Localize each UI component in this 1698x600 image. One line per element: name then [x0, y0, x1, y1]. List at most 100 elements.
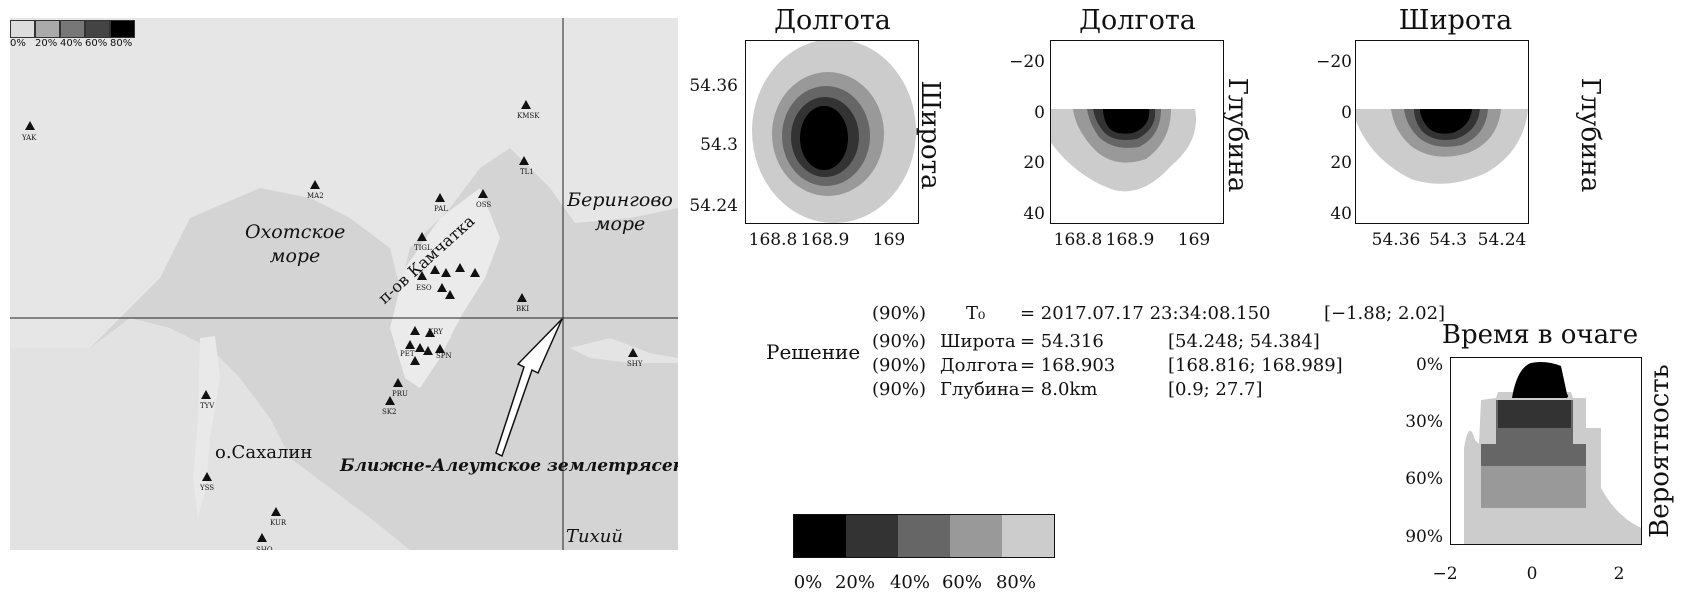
panel2-ytick: 20: [1023, 153, 1045, 173]
row-conf: (90%): [872, 303, 927, 324]
panel2-plot: [1050, 40, 1224, 224]
panel4-xtick: 2: [1613, 564, 1625, 584]
panel4-xtick: −2: [1432, 564, 1458, 584]
label-event: Ближне-Алеутское землетрясение: [340, 456, 678, 476]
station-markers: [25, 100, 638, 542]
panel4-ytick: 60%: [1405, 469, 1443, 489]
panel3-title: Широта: [1398, 5, 1513, 36]
row-conf: (90%): [872, 331, 927, 352]
svg-text:SHO: SHO: [256, 546, 273, 550]
panel4-plot: [1450, 357, 1642, 545]
svg-text:SPN: SPN: [436, 352, 452, 360]
legend-swatch: [898, 515, 950, 557]
station-yak: YAK: [21, 134, 37, 142]
svg-text:PAL: PAL: [434, 205, 448, 213]
panel4-ytick: 90%: [1405, 527, 1443, 547]
map-legend-tick: 40%: [60, 38, 83, 49]
svg-text:PRU: PRU: [392, 390, 408, 398]
panel2-ytick: −20: [1009, 52, 1045, 72]
legend-tick: 40%: [889, 572, 930, 593]
svg-text:MA2: MA2: [307, 192, 324, 200]
row-conf: (90%): [872, 379, 927, 400]
panel4-ytick: 30%: [1405, 412, 1443, 432]
panel2-ytick: 40: [1023, 204, 1045, 224]
svg-text:YSS: YSS: [199, 484, 214, 492]
row-value: = 2017.07.17 23:34:08.150: [1020, 303, 1271, 324]
map-legend-tick: 60%: [85, 38, 108, 49]
svg-text:KMSK: KMSK: [517, 112, 540, 120]
panel3-ytick: 40: [1330, 204, 1352, 224]
svg-text:ESO: ESO: [416, 284, 432, 292]
panel1-ytick: 54.3: [700, 135, 738, 155]
row-range: [0.9; 27.7]: [1168, 379, 1263, 400]
panel4-ytick: 0%: [1416, 355, 1443, 375]
panel1-xtick: 169: [872, 230, 906, 250]
row-name: Широта: [940, 331, 1016, 352]
solution-label: Решение: [766, 340, 861, 364]
svg-text:TL1: TL1: [520, 168, 534, 176]
panel4-side-label: Вероятность: [1645, 364, 1675, 538]
svg-text:TIGL: TIGL: [414, 244, 432, 252]
panel1-ytick: 54.24: [689, 196, 738, 216]
panel1-plot: [745, 40, 919, 224]
legend-swatch: [846, 515, 898, 557]
svg-text:BKI: BKI: [516, 305, 529, 313]
panel2-xtick: 168.9: [1105, 230, 1155, 250]
svg-text:KUR: KUR: [270, 519, 287, 527]
legend-swatch: [1002, 515, 1054, 557]
panel1-side-label: Широта: [915, 80, 945, 190]
svg-text:TYV: TYV: [200, 402, 215, 410]
panel3-xtick: 54.36: [1371, 230, 1421, 250]
panel2-xtick: 169: [1177, 230, 1211, 250]
legend-swatch: [950, 515, 1002, 557]
panel2-side-label: Глубина: [1222, 77, 1252, 193]
panel1-xtick: 168.9: [800, 230, 850, 250]
label-sea-bering: Берингово море: [567, 189, 673, 235]
map-legend-tick: 20%: [35, 38, 58, 49]
panel3-xtick: 54.24: [1477, 230, 1527, 250]
panel3-ytick: −20: [1316, 52, 1352, 72]
row-range: [168.816; 168.989]: [1168, 355, 1343, 376]
panel1-title: Долгота: [774, 5, 891, 36]
map-terrain: YAK MA2 KMSK TL1 PAL OSS TIGL BKI ESO KR…: [10, 18, 678, 550]
label-ocean: Тихий океан: [566, 526, 623, 550]
map-legend: 0% 20% 40% 60% 80%: [10, 20, 135, 49]
panel4-xtick: 0: [1526, 564, 1538, 584]
row-value: = 168.903: [1020, 355, 1116, 376]
label-sakhalin: о.Сахалин: [215, 442, 313, 463]
legend-tick: 20%: [834, 572, 875, 593]
svg-text:SK2: SK2: [382, 408, 396, 416]
station-labels: YAK MA2 KMSK TL1 PAL OSS TIGL BKI ESO KR…: [21, 112, 643, 550]
legend-tick: 60%: [941, 572, 982, 593]
probability-legend: [793, 514, 1055, 558]
row-value: = 8.0km: [1020, 379, 1098, 400]
panel3-side-label: Глубина: [1575, 77, 1605, 193]
panel2-xtick: 168.8: [1053, 230, 1103, 250]
row-conf: (90%): [872, 355, 927, 376]
map: YAK MA2 KMSK TL1 PAL OSS TIGL BKI ESO KR…: [10, 18, 678, 550]
svg-text:SHY: SHY: [627, 360, 643, 368]
row-name: Долгота: [940, 355, 1018, 376]
panel3-ytick: 0: [1341, 103, 1352, 123]
row-name: T₀: [966, 303, 986, 324]
svg-text:KRY: KRY: [428, 328, 443, 336]
legend-tick: 0%: [793, 572, 823, 593]
legend-tick: 80%: [995, 572, 1036, 593]
panel3-plot: [1355, 40, 1529, 224]
panel4-title: Время в очаге: [1441, 320, 1639, 350]
panel3-xtick: 54.3: [1429, 230, 1467, 250]
panel2-ytick: 0: [1034, 103, 1045, 123]
row-name: Глубина: [940, 379, 1020, 400]
panel1-ytick: 54.36: [689, 76, 738, 96]
panel2-title: Долгота: [1079, 5, 1196, 36]
svg-text:OSS: OSS: [476, 201, 491, 209]
panel1-xtick: 168.8: [748, 230, 798, 250]
label-sea-okhotsk: Охотское море: [245, 221, 346, 267]
legend-swatch: [794, 515, 846, 557]
row-range: [54.248; 54.384]: [1168, 331, 1320, 352]
panel3-ytick: 20: [1330, 153, 1352, 173]
map-legend-tick: 80%: [110, 38, 133, 49]
map-legend-tick: 0%: [10, 38, 26, 49]
svg-text:PET: PET: [400, 350, 415, 358]
row-value: = 54.316: [1020, 331, 1104, 352]
